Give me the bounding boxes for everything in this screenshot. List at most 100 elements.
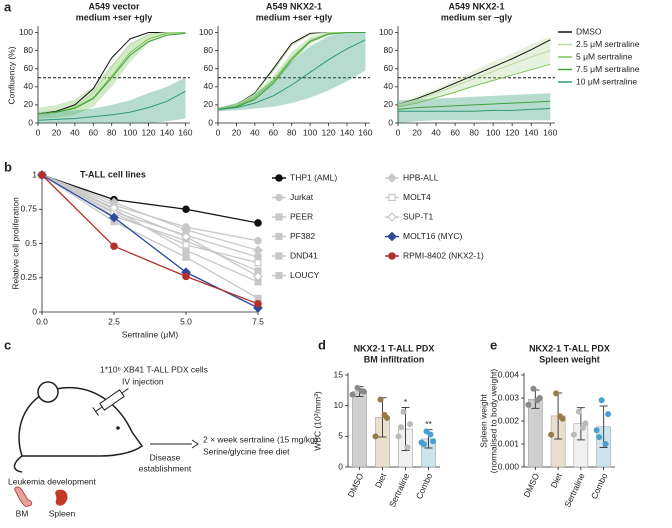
- treatment-label: 2 × week sertraline (15 mg/kg): [203, 434, 318, 444]
- y-tick-label: 100: [199, 27, 213, 37]
- series-line: [41, 174, 259, 305]
- y-tick-label: 0: [388, 117, 393, 127]
- panel-label: a: [4, 0, 12, 14]
- marker: [38, 171, 46, 179]
- y-tick-label: 5: [338, 431, 343, 441]
- data-point: [582, 420, 589, 427]
- data-point: [349, 391, 356, 398]
- y-tick-label: 60: [204, 63, 214, 73]
- x-tick-label: 60: [89, 127, 99, 137]
- mouse-tail: [13, 455, 23, 473]
- marker: [275, 232, 283, 241]
- data-point: [404, 444, 411, 451]
- bone-icon: [14, 486, 33, 507]
- data-point: [553, 390, 560, 397]
- marker: [182, 205, 190, 214]
- data-point: [400, 408, 407, 415]
- x-tick-label: 7.5: [252, 316, 264, 326]
- band: [398, 36, 551, 107]
- y-tick-label: 40: [204, 81, 214, 91]
- bar: [352, 391, 367, 468]
- injection-label: IV injection: [122, 376, 164, 386]
- chart-title: BM infiltration: [364, 354, 425, 364]
- series-line: [37, 32, 186, 115]
- marker: [275, 271, 283, 280]
- y-tick-label: 40: [24, 81, 34, 91]
- series-line: [41, 174, 259, 251]
- band: [398, 93, 551, 123]
- legend-label: 5 μM sertraline: [576, 51, 633, 61]
- y-tick-label: 0: [28, 117, 33, 127]
- legend-label: 2.5 μM sertraline: [576, 39, 640, 49]
- marker: [275, 174, 283, 182]
- legend-label: RPMI-8402 (NKX2-1): [403, 250, 484, 260]
- marker: [253, 245, 263, 256]
- panel-label: e: [490, 337, 497, 352]
- chart-title: medium +ser +gly: [256, 12, 333, 22]
- x-tick-label: 100: [486, 127, 500, 137]
- chart-title: medium +ser +gly: [76, 12, 153, 22]
- chart-title: medium ser −gly: [441, 12, 512, 22]
- y-tick-label: 0: [338, 461, 343, 471]
- y-tick-label: 0.001: [498, 438, 520, 448]
- significance: *: [404, 397, 408, 407]
- legend-label: MOLT4: [403, 192, 431, 202]
- y-axis-label: Confluency (%): [6, 46, 16, 104]
- chart-title: T-ALL cell lines: [80, 169, 146, 179]
- x-tick-label: 5.0: [180, 316, 192, 326]
- marker: [387, 212, 397, 222]
- marker: [254, 219, 262, 227]
- significance: **: [425, 419, 432, 429]
- y-tick-label: 0: [32, 306, 37, 316]
- marker: [109, 212, 119, 223]
- x-tick-label: 40: [70, 127, 80, 137]
- data-point: [381, 411, 388, 418]
- marker: [275, 252, 283, 260]
- x-tick-label: 140: [340, 127, 354, 137]
- y-tick-label: 0.002: [498, 415, 520, 425]
- x-tick-label: DMSO: [346, 471, 366, 499]
- chart-title: NKX2-1 T-ALL PDX: [529, 343, 610, 353]
- series-line: [41, 174, 259, 224]
- y-tick-label: 0.000: [498, 461, 520, 471]
- x-tick-label: 80: [107, 127, 117, 137]
- x-tick-label: 0: [396, 127, 401, 137]
- x-tick-label: Diet: [549, 471, 565, 490]
- data-point: [395, 433, 402, 440]
- x-tick-label: 0: [216, 127, 221, 137]
- series-line: [217, 32, 366, 110]
- x-tick-label: Sertraline: [387, 471, 412, 508]
- marker: [387, 231, 397, 242]
- x-tick-label: 100: [123, 127, 137, 137]
- series-line: [41, 174, 259, 277]
- y-axis-label: (normalised to body weight): [488, 369, 498, 474]
- x-tick-label: Sertraline: [562, 471, 587, 508]
- x-tick-label: 60: [450, 127, 460, 137]
- y-tick-label: 20: [24, 99, 34, 109]
- x-tick-label: 20: [412, 127, 422, 137]
- x-tick-label: Combo: [414, 471, 435, 500]
- panel-label: b: [4, 159, 12, 174]
- marker: [181, 231, 191, 242]
- spleen-icon: [55, 489, 68, 506]
- y-axis-label: Spleen weight: [478, 394, 488, 448]
- cells-label: 1*10⁶ XB41 T-ALL PDX cells: [100, 364, 208, 374]
- diagram: c 1*10⁶ XB41 T-ALL PDX cells IV injectio…: [4, 337, 318, 518]
- panel-label: c: [4, 337, 11, 352]
- y-tick-label: 1: [32, 169, 37, 179]
- chart-title: A549 NKX2-1: [448, 1, 504, 11]
- x-tick-label: 20: [52, 127, 62, 137]
- data-point: [358, 387, 365, 394]
- mouse-ear: [37, 381, 59, 403]
- series-line: [41, 174, 259, 299]
- establishment-label: Disease: [150, 452, 181, 462]
- x-tick-label: Diet: [373, 471, 389, 490]
- mouse-body: [18, 386, 144, 457]
- series-line: [217, 39, 366, 110]
- legend-label: 10 μM sertraline: [576, 76, 637, 86]
- legend-label: DND41: [290, 250, 318, 260]
- x-tick-label: 20: [232, 127, 242, 137]
- y-tick-label: 40: [384, 81, 394, 91]
- legend-label: Jurkat: [290, 192, 314, 202]
